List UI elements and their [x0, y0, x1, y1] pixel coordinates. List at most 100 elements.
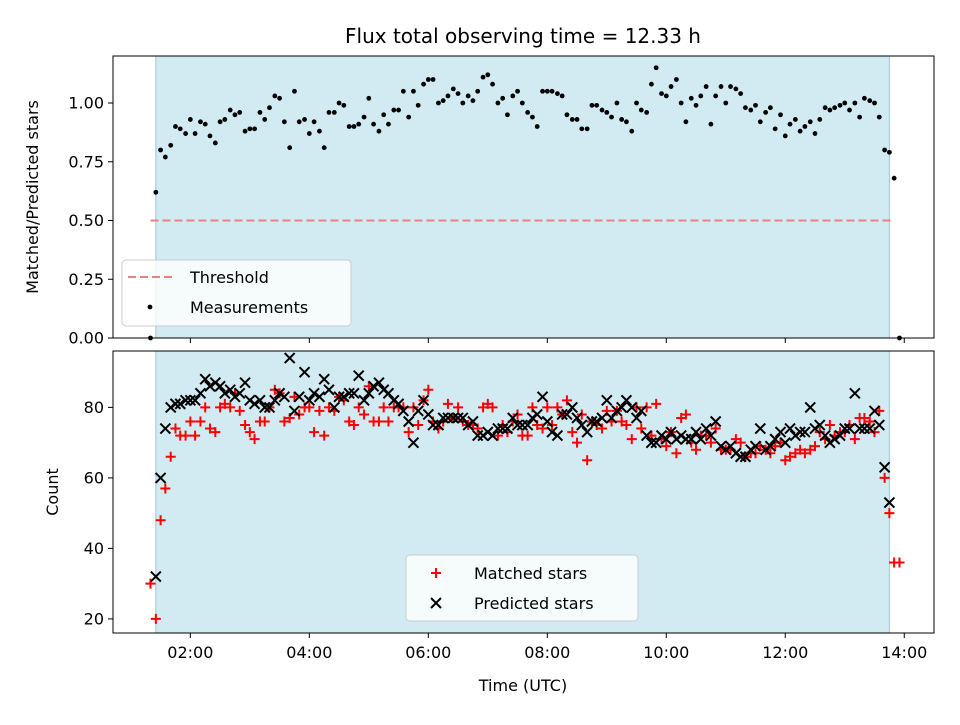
predicted-star-point — [283, 352, 296, 364]
matched-star-point — [626, 434, 637, 445]
measurement-point — [381, 112, 387, 118]
matched-star-point — [671, 448, 682, 459]
measurement-point — [886, 149, 892, 155]
measurement-point — [519, 100, 525, 106]
matched-star-point — [775, 437, 786, 448]
predicted-star-point — [496, 422, 509, 435]
matched-star-point — [651, 398, 662, 409]
axes-frame — [112, 350, 935, 634]
predicted-star-point — [685, 433, 697, 445]
x-tick-label: 08:00 — [524, 643, 570, 662]
measurement-point — [281, 119, 287, 125]
measurement-point — [663, 93, 669, 99]
legend-box — [405, 554, 639, 622]
matched-star-point — [279, 416, 290, 427]
predicted-star-point — [630, 412, 643, 424]
predicted-star-point — [318, 373, 330, 385]
measurement-point — [743, 105, 748, 111]
matched-star-point — [755, 441, 766, 452]
measurement-point — [326, 110, 332, 115]
predicted-star-point — [521, 419, 534, 431]
legend-matched-label: Matched stars — [474, 564, 587, 583]
ratio-panel: 0.00 0.25 0.50 0.75 1.00 Matched/Predicted st… — [23, 55, 935, 348]
matched-star-point — [735, 437, 746, 448]
predicted-star-point — [779, 436, 791, 449]
measurement-point — [797, 128, 803, 134]
predicted-star-point — [531, 408, 543, 421]
predicted-star-point — [705, 429, 717, 442]
y-tick-label: 20 — [84, 609, 104, 628]
predicted-star-point — [343, 387, 355, 400]
matched-star-point — [582, 455, 593, 466]
measurement-point — [485, 72, 491, 78]
measurement-point — [411, 88, 416, 94]
predicted-star-point — [804, 401, 816, 414]
measurement-point — [807, 119, 813, 125]
predicted-star-point — [467, 415, 479, 428]
measurement-point — [599, 107, 605, 113]
measurement-point — [242, 128, 248, 134]
matched-star-point — [542, 402, 553, 413]
predicted-star-point — [407, 436, 420, 449]
predicted-star-point — [219, 387, 231, 400]
measurement-point — [366, 95, 372, 101]
measurement-point — [436, 100, 441, 106]
measurement-point — [857, 114, 863, 120]
predicted-star-point — [263, 401, 276, 414]
measurement-point — [609, 114, 614, 120]
measurement-point — [168, 142, 174, 148]
measurement-point — [440, 98, 446, 104]
measurement-point — [827, 107, 833, 113]
measurement-point — [738, 91, 744, 96]
measurement-point — [302, 117, 307, 122]
measurement-point — [698, 93, 704, 99]
measurement-point — [569, 117, 575, 122]
predicted-star-point — [492, 422, 504, 435]
predicted-star-point — [184, 394, 197, 407]
predicted-star-point — [596, 412, 608, 424]
measurement-point — [317, 128, 322, 134]
matched-star-point — [309, 427, 320, 438]
predicted-star-point — [764, 440, 777, 452]
measurement-point — [177, 126, 183, 132]
measurement-point — [624, 119, 629, 125]
measurement-point — [872, 100, 877, 106]
matched-star-point — [453, 402, 464, 413]
measurement-point — [371, 121, 376, 127]
measurement-point — [792, 117, 798, 122]
measurement-point — [227, 107, 233, 113]
matched-star-point — [810, 441, 821, 452]
predicted-star-point — [556, 408, 568, 421]
measurement-point — [311, 119, 317, 125]
predicted-star-point — [303, 394, 316, 407]
predicted-star-point — [189, 394, 201, 407]
measurement-point — [480, 74, 486, 80]
predicted-star-point — [358, 394, 370, 407]
measurement-point — [842, 100, 848, 106]
matched-star-point — [879, 472, 890, 483]
matched-star-point — [691, 444, 702, 455]
matched-star-point — [244, 427, 255, 438]
measurement-point — [198, 119, 203, 125]
x-tick-label: 04:00 — [286, 643, 332, 662]
matched-star-point — [378, 402, 389, 413]
matched-star-point — [572, 437, 583, 448]
predicted-star-point — [586, 415, 598, 428]
predicted-star-point — [864, 422, 876, 435]
x-tick-label: 10:00 — [643, 643, 689, 662]
matched-star-point — [413, 420, 424, 431]
measurement-point — [515, 88, 520, 94]
measurement-point — [341, 102, 347, 108]
predicted-star-point — [873, 419, 885, 431]
matched-star-point — [259, 416, 270, 427]
measurement-point — [564, 112, 570, 118]
series-predicted-stars — [150, 352, 896, 583]
measurement-point — [574, 117, 580, 122]
predicted-star-point — [352, 369, 365, 382]
predicted-star-point — [422, 408, 435, 421]
measurement-point — [207, 133, 213, 139]
measurement-point — [187, 117, 193, 122]
measurement-point — [837, 102, 843, 108]
measurement-point — [296, 119, 302, 125]
measurement-point — [778, 112, 783, 118]
